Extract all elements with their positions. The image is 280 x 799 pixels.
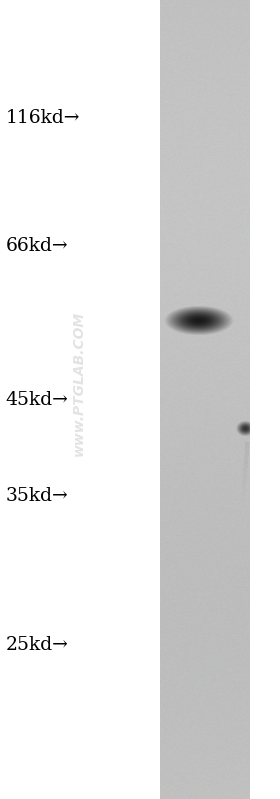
Text: 35kd→: 35kd→: [6, 487, 68, 505]
Text: 25kd→: 25kd→: [6, 636, 69, 654]
Text: 66kd→: 66kd→: [6, 237, 68, 255]
Text: 116kd→: 116kd→: [6, 109, 80, 127]
Text: www.PTGLAB.COM: www.PTGLAB.COM: [71, 311, 85, 456]
Text: 45kd→: 45kd→: [6, 391, 69, 409]
